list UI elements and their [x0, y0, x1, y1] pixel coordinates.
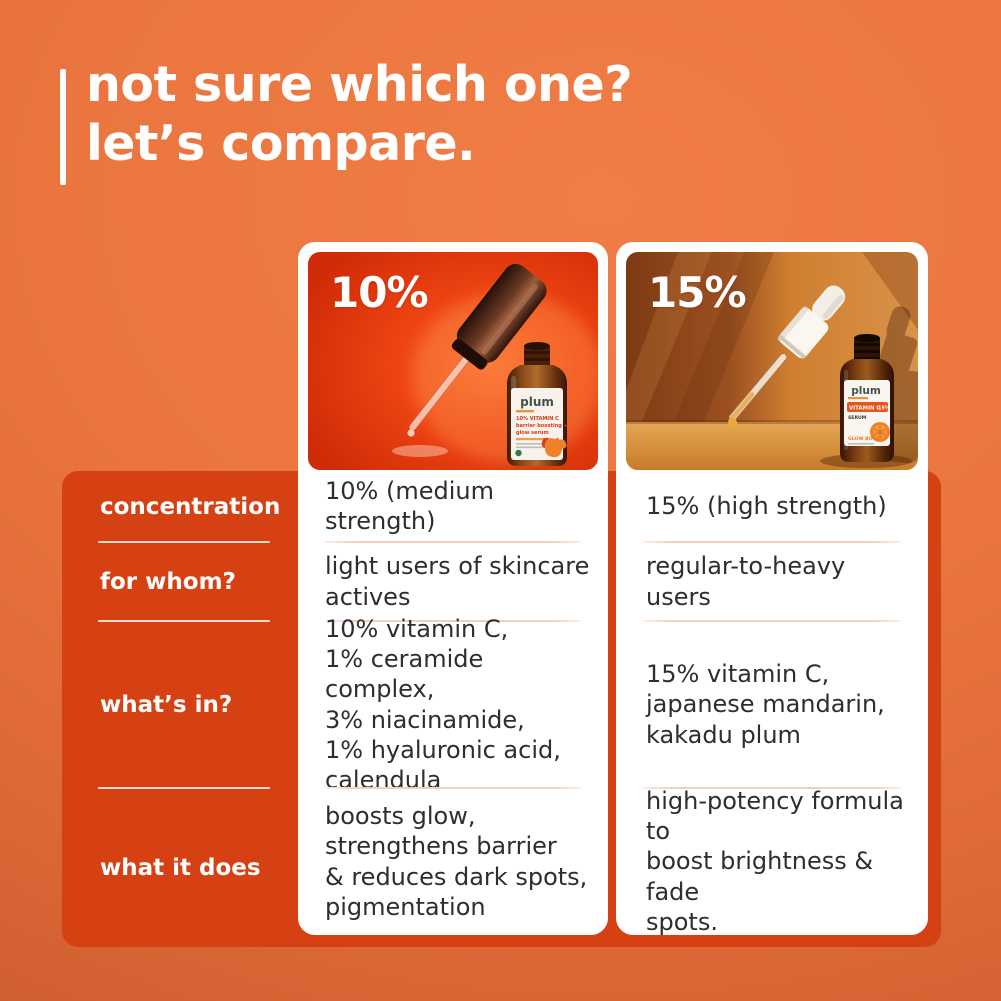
- brand-name: plum: [520, 395, 554, 409]
- cell-value: 15% (high strength): [646, 491, 887, 520]
- cell-divider: [643, 541, 901, 543]
- corner-shadow: [862, 252, 918, 330]
- product-photo-10pct: plum 10% VITAMIN C barrier boosting + gl…: [308, 252, 598, 470]
- cell-value: boosts glow, strengthens barrier & reduc…: [325, 802, 588, 921]
- cell-divider: [643, 620, 901, 622]
- serum-puddle: [392, 445, 448, 457]
- row-label-for-whom: for whom?: [62, 542, 298, 622]
- brand-name: plum: [851, 385, 881, 397]
- label-line-3: glow serum: [516, 430, 549, 436]
- bottle-label: plum VITAMIN C 15% SERUM GLOW BOOST: [844, 380, 890, 446]
- cell-value: regular-to-heavy users: [646, 552, 846, 611]
- cell-divider: [643, 787, 901, 789]
- label-claim: GLOW BOOST: [848, 436, 884, 442]
- title-line-1: not sure which one?: [86, 56, 633, 113]
- serum-15-illustration: plum VITAMIN C 15% SERUM GLOW BOOST: [626, 252, 918, 470]
- cell-whats-in-10: 10% vitamin C, 1% ceramide complex, 3% n…: [298, 615, 608, 794]
- cert-mark: [515, 449, 522, 457]
- cell-divider: [325, 620, 581, 622]
- cell-what-it-does-15: high-potency formula to boost brightness…: [616, 786, 928, 936]
- cell-value: high-potency formula to boost brightness…: [646, 786, 904, 936]
- serum-drop: [407, 429, 415, 437]
- cell-for-whom-15: regular-to-heavy users: [616, 542, 928, 622]
- serum-drop: [728, 417, 738, 428]
- label-banner: VITAMIN C: [849, 406, 880, 412]
- row-label-what-it-does: what it does: [62, 788, 298, 947]
- label-strength: 15%: [878, 406, 890, 412]
- row-label-text: what’s in?: [100, 691, 233, 718]
- cell-value: 10% vitamin C, 1% ceramide complex, 3% n…: [325, 614, 561, 794]
- page-title: not sure which one? let’s compare.: [86, 56, 633, 174]
- product-card-10pct: plum 10% VITAMIN C barrier boosting + gl…: [298, 242, 608, 935]
- title-accent-bar: [60, 69, 66, 185]
- row-label-text: what it does: [100, 854, 261, 881]
- row-label-whats-in: what’s in?: [62, 621, 298, 789]
- dropper-pipette: [728, 353, 788, 422]
- cell-concentration-15: 15% (high strength): [616, 470, 928, 543]
- row-label-text: for whom?: [100, 568, 236, 595]
- cell-for-whom-10: light users of skincare actives: [298, 542, 608, 622]
- label-divider: [98, 787, 270, 789]
- label-line-2: barrier boosting +: [516, 423, 568, 429]
- bottle-label: plum 10% VITAMIN C barrier boosting + gl…: [511, 388, 568, 460]
- row-label-column: concentration for whom? what’s in? what …: [62, 471, 298, 947]
- fruit-graphic: [544, 437, 567, 458]
- label-divider: [98, 541, 270, 543]
- shadow-streak: [654, 252, 774, 470]
- row-label-concentration: concentration: [62, 471, 298, 543]
- product-photo-15pct: plum VITAMIN C 15% SERUM GLOW BOOST: [626, 252, 918, 470]
- label-type: SERUM: [848, 415, 867, 421]
- cell-concentration-10: 10% (medium strength): [298, 470, 608, 543]
- cell-what-it-does-10: boosts glow, strengthens barrier & reduc…: [298, 788, 608, 935]
- dropper-cap: [777, 285, 846, 359]
- cell-divider: [325, 541, 581, 543]
- card-15-cells: 15% (high strength) regular-to-heavy use…: [616, 470, 928, 936]
- cell-whats-in-15: 15% vitamin C, japanese mandarin, kakadu…: [616, 621, 928, 789]
- serum-bottle: plum 10% VITAMIN C barrier boosting + gl…: [507, 342, 568, 466]
- cell-value: light users of skincare actives: [325, 552, 590, 611]
- cell-value: 10% (medium strength): [325, 476, 494, 535]
- row-label-text: concentration: [100, 493, 281, 520]
- cell-value: 15% vitamin C, japanese mandarin, kakadu…: [646, 660, 885, 749]
- strength-badge-15: 15%: [648, 268, 747, 317]
- serum-bottle: plum VITAMIN C 15% SERUM GLOW BOOST: [840, 334, 894, 462]
- serum-10-illustration: plum 10% VITAMIN C barrier boosting + gl…: [308, 252, 598, 470]
- label-divider: [98, 620, 270, 622]
- dropper-cap: [451, 263, 547, 370]
- cell-divider: [325, 787, 581, 789]
- card-10-cells: 10% (medium strength) light users of ski…: [298, 470, 608, 935]
- product-card-15pct: plum VITAMIN C 15% SERUM GLOW BOOST: [616, 242, 928, 936]
- title-line-2: let’s compare.: [86, 114, 476, 172]
- strength-badge-10: 10%: [330, 268, 429, 317]
- label-line-1: 10% VITAMIN C: [516, 416, 559, 422]
